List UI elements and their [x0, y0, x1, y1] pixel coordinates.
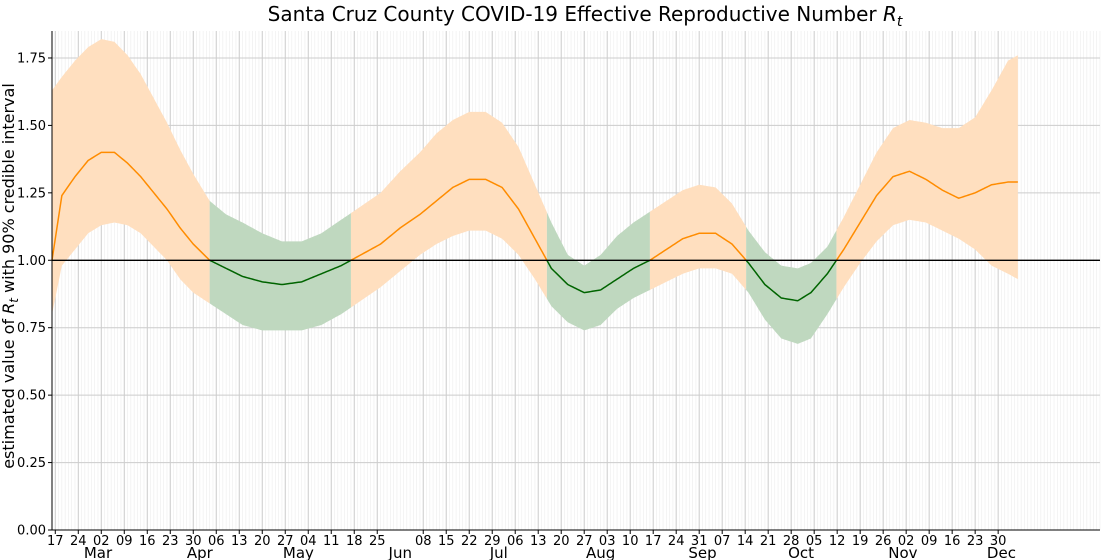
- x-day-tick-label: 31: [691, 534, 708, 549]
- x-month-tick-label: Nov: [888, 544, 917, 560]
- x-day-tick-label: 22: [461, 534, 478, 549]
- x-day-tick-label: 13: [231, 534, 248, 549]
- x-day-tick-label: 19: [852, 534, 869, 549]
- y-tick-label: 1.25: [17, 186, 46, 201]
- x-day-tick-label: 21: [760, 534, 777, 549]
- x-day-tick-label: 26: [875, 534, 892, 549]
- x-month-tick-label: Aug: [586, 544, 615, 560]
- x-day-tick-label: 29: [484, 534, 501, 549]
- x-day-tick-label: 23: [967, 534, 984, 549]
- x-day-tick-label: 11: [323, 534, 340, 549]
- rt-line-above-threshold: [835, 170, 1018, 261]
- y-tick-label: 0.75: [17, 321, 46, 336]
- x-day-tick-label: 10: [622, 534, 639, 549]
- x-day-tick-label: 05: [806, 534, 823, 549]
- rt-line-above-threshold: [649, 232, 747, 261]
- x-day-tick-label: 09: [116, 534, 133, 549]
- x-day-tick-label: 02: [898, 534, 915, 549]
- x-day-tick-label: 20: [254, 534, 271, 549]
- x-month-tick-label: Apr: [187, 544, 214, 560]
- x-day-tick-label: 24: [668, 534, 685, 549]
- y-tick-label: 0.00: [17, 524, 46, 539]
- x-day-tick-label: 07: [714, 534, 731, 549]
- x-day-tick-label: 02: [93, 534, 110, 549]
- x-day-tick-label: 25: [369, 534, 386, 549]
- tick-labels: 0.00 0.25 0.50 0.75 1.00 1.25 1.50 1.75 17 24 02 09…: [17, 51, 1016, 560]
- band-below-threshold: [746, 226, 837, 344]
- y-tick-label: 1.50: [17, 119, 46, 134]
- band-above-threshold: [52, 39, 210, 315]
- x-month-tick-label: Jun: [388, 544, 412, 560]
- rt-line-above-threshold: [51, 151, 211, 261]
- x-day-tick-label: 06: [507, 534, 524, 549]
- x-day-tick-label: 23: [162, 534, 179, 549]
- y-tick-label: 0.25: [17, 456, 46, 471]
- band-above-threshold: [350, 111, 547, 308]
- x-month-tick-label: Oct: [788, 544, 814, 560]
- credible-interval-bands: [52, 39, 1018, 344]
- rt-line-below-threshold: [745, 259, 838, 302]
- rt-lines: [51, 151, 1100, 302]
- x-day-tick-label: 17: [645, 534, 662, 549]
- x-day-tick-label: 24: [70, 534, 87, 549]
- y-tick-label: 1.75: [17, 51, 46, 66]
- y-tick-label: 0.50: [17, 389, 46, 404]
- x-day-tick-label: 30: [185, 534, 202, 549]
- rt-line-above-threshold: [350, 178, 548, 261]
- band-above-threshold: [836, 55, 1018, 300]
- y-tick-label: 1.00: [17, 254, 46, 269]
- chart-title: Santa Cruz County COVID-19 Effective Rep…: [268, 2, 903, 30]
- x-day-tick-label: 16: [139, 534, 156, 549]
- x-day-tick-label: 20: [553, 534, 570, 549]
- x-day-tick-label: 27: [277, 534, 294, 549]
- x-day-tick-label: 12: [829, 534, 846, 549]
- x-day-tick-label: 13: [530, 534, 547, 549]
- x-month-tick-label: Dec: [987, 544, 1016, 560]
- x-day-tick-label: 17: [47, 534, 64, 549]
- band-above-threshold: [649, 184, 747, 290]
- rt-line-below-threshold: [546, 259, 651, 294]
- x-day-tick-label: 14: [737, 534, 754, 549]
- x-day-tick-label: 28: [783, 534, 800, 549]
- x-day-tick-label: 08: [415, 534, 432, 549]
- x-month-tick-label: Mar: [84, 544, 113, 560]
- band-below-threshold: [209, 200, 351, 331]
- x-month-tick-label: Sep: [688, 544, 716, 560]
- rt-line-below-threshold: [209, 259, 352, 286]
- x-month-tick-label: May: [283, 544, 314, 560]
- x-day-tick-label: 15: [438, 534, 455, 549]
- x-day-tick-label: 18: [346, 534, 363, 549]
- band-below-threshold: [546, 211, 650, 331]
- x-day-tick-label: 06: [208, 534, 225, 549]
- y-axis-label: estimated value of Rt with 90% credible …: [0, 83, 21, 469]
- x-month-tick-label: Jul: [489, 544, 508, 560]
- x-day-tick-label: 03: [599, 534, 616, 549]
- x-day-tick-label: 04: [300, 534, 317, 549]
- x-day-tick-label: 27: [576, 534, 593, 549]
- x-day-tick-label: 09: [921, 534, 938, 549]
- axes: [51, 31, 1100, 531]
- x-day-tick-label: 30: [990, 534, 1007, 549]
- x-day-tick-label: 16: [944, 534, 961, 549]
